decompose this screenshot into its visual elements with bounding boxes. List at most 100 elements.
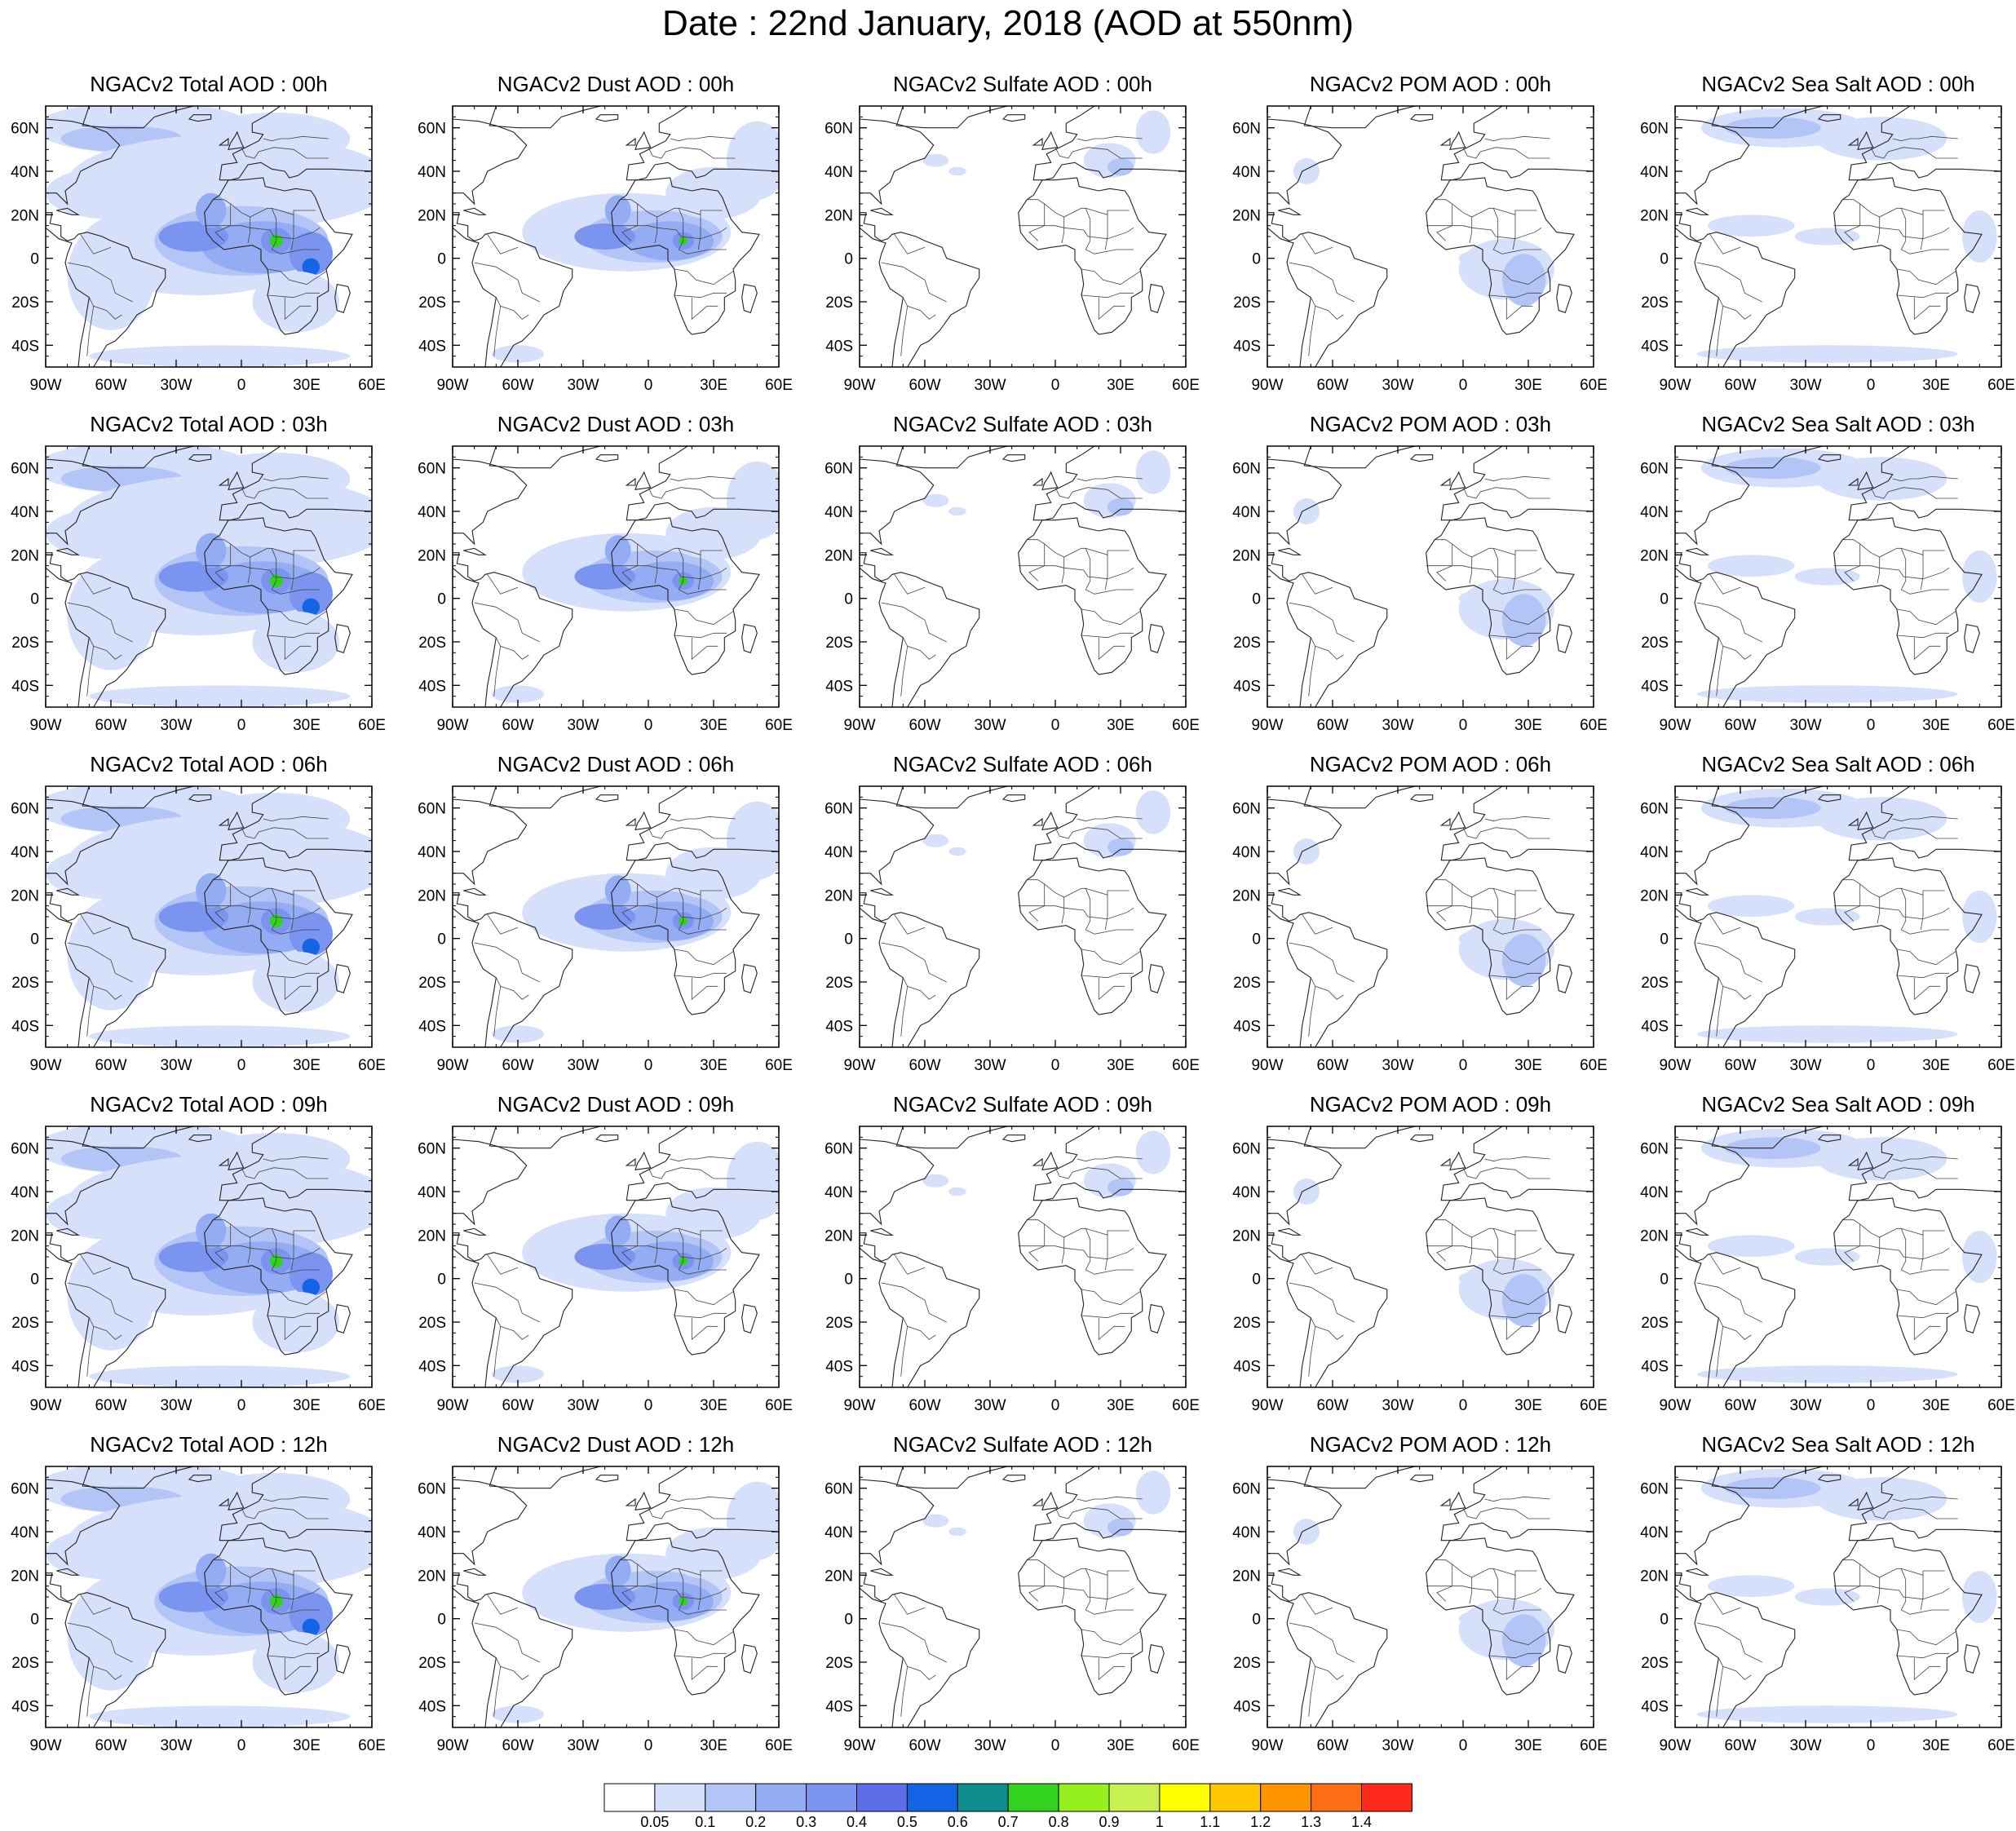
coastline (1041, 471, 1059, 490)
lon-tick-label: 90W (1659, 717, 1691, 734)
country-border (1833, 1245, 1950, 1260)
country-border (267, 1312, 320, 1319)
aod-patch (1696, 685, 1958, 703)
coastline (46, 552, 166, 707)
lat-tick-label: 40N (1232, 504, 1261, 521)
lon-tick-label: 30E (1922, 1737, 1950, 1754)
country-border (474, 262, 540, 303)
country-border (697, 895, 701, 931)
coastline (1032, 477, 1043, 486)
coastline (218, 137, 229, 146)
coastline (1278, 207, 1302, 215)
map-plot: 60N 40N 20N 0 20S 40S 90W 60W 30W 0 30E 60E (418, 1126, 793, 1414)
country-border (678, 888, 727, 935)
country-border (1920, 215, 1924, 250)
aod-patch (1696, 1705, 1958, 1723)
lat-tick-label: 20S (11, 1655, 39, 1672)
colorbar-label: 1.2 (1250, 1814, 1271, 1828)
country-border (894, 574, 926, 595)
country-border (1512, 1575, 1516, 1611)
coastline (1711, 106, 1824, 129)
lon-tick-label: 30W (1382, 1397, 1413, 1414)
map-panel-sea-salt-12h: NGACv2 Sea Salt AOD : 12h 60N 40N 20N 0 20S 40… (1640, 1432, 2015, 1760)
lat-tick-label: 20S (1233, 975, 1261, 992)
country-border (1844, 884, 1861, 922)
coastline (1711, 1126, 1824, 1149)
lat-tick-label: 20S (418, 1655, 446, 1672)
coastlines (46, 1466, 372, 1727)
country-border (1462, 827, 1550, 839)
coastline (1848, 1466, 2001, 1541)
coastline (218, 1157, 229, 1166)
lon-tick-label: 0 (1051, 1737, 1060, 1754)
coastline (453, 212, 573, 367)
lat-tick-label: 60N (418, 121, 446, 138)
country-border (1028, 544, 1046, 582)
lat-tick-label: 20S (825, 294, 853, 312)
coastlines (46, 1126, 372, 1387)
lon-tick-label: 30W (974, 377, 1006, 394)
country-border (1877, 897, 1881, 924)
coastline (625, 137, 636, 146)
lat-tick-label: 20S (1233, 1315, 1261, 1332)
country-border (674, 632, 727, 639)
country-border (1870, 487, 1958, 499)
coastline (1409, 1475, 1434, 1483)
lon-tick-label: 30E (1514, 1057, 1542, 1074)
lon-tick-label: 90W (436, 1397, 468, 1414)
aod-patch (1135, 450, 1171, 494)
country-border (1870, 1507, 1958, 1519)
country-border (1877, 217, 1881, 244)
country-border (1488, 1289, 1549, 1306)
coastline (741, 1304, 758, 1333)
aod-patch (922, 1514, 949, 1528)
panel-title: NGACv2 Sea Salt AOD : 09h (1701, 1092, 1975, 1117)
aod-patch (492, 1705, 544, 1723)
country-border (900, 1326, 909, 1377)
lat-tick-label: 40N (11, 164, 39, 181)
lon-tick-label: 30E (293, 377, 321, 394)
coastline (1675, 892, 1796, 1047)
country-border (1718, 297, 1752, 320)
country-border (263, 475, 329, 482)
coastline (1817, 114, 1841, 122)
country-border (284, 1657, 312, 1681)
coastline (188, 114, 212, 122)
aod-patch (89, 1705, 351, 1727)
country-border (648, 1507, 736, 1519)
aod-patch (158, 561, 228, 592)
lon-tick-label: 60E (1987, 1397, 2015, 1414)
lon-tick-label: 30E (1514, 1737, 1542, 1754)
lon-tick-label: 30E (1107, 377, 1134, 394)
coastline (1857, 130, 1874, 150)
lon-tick-label: 60W (502, 1397, 533, 1414)
country-border (902, 977, 936, 1000)
country-border (648, 147, 736, 159)
lon-tick-label: 30E (293, 717, 321, 734)
coastlines (46, 786, 372, 1047)
coastline (1278, 1568, 1302, 1576)
lat-tick-label: 40N (1232, 164, 1261, 181)
coastlines (860, 446, 1186, 707)
lon-tick-label: 90W (843, 1737, 875, 1754)
map-plot: 60N 40N 20N 0 20S 40S 90W 60W 30W 0 30E 60E (825, 105, 1200, 394)
coastline (1440, 786, 1594, 861)
lon-tick-label: 30W (1382, 717, 1413, 734)
aod-patch (492, 345, 544, 363)
coastline (870, 887, 894, 896)
aod-patch (46, 506, 176, 559)
aod-patch (89, 345, 351, 367)
coastline (1439, 477, 1451, 486)
lat-tick-label: 20N (418, 1568, 446, 1585)
lon-tick-label: 60W (95, 717, 126, 734)
aod-patch (67, 901, 155, 1011)
coastline (1267, 1572, 1388, 1727)
country-border (495, 977, 529, 1000)
country-border (204, 1245, 321, 1260)
country-border (1302, 234, 1333, 254)
country-border (474, 1622, 540, 1663)
coastline (1857, 1491, 1874, 1510)
map-plot: 60N 40N 20N 0 20S 40S 90W 60W 30W 0 30E 60E (1232, 445, 1607, 734)
country-border (1054, 487, 1143, 499)
country-border (271, 548, 320, 595)
